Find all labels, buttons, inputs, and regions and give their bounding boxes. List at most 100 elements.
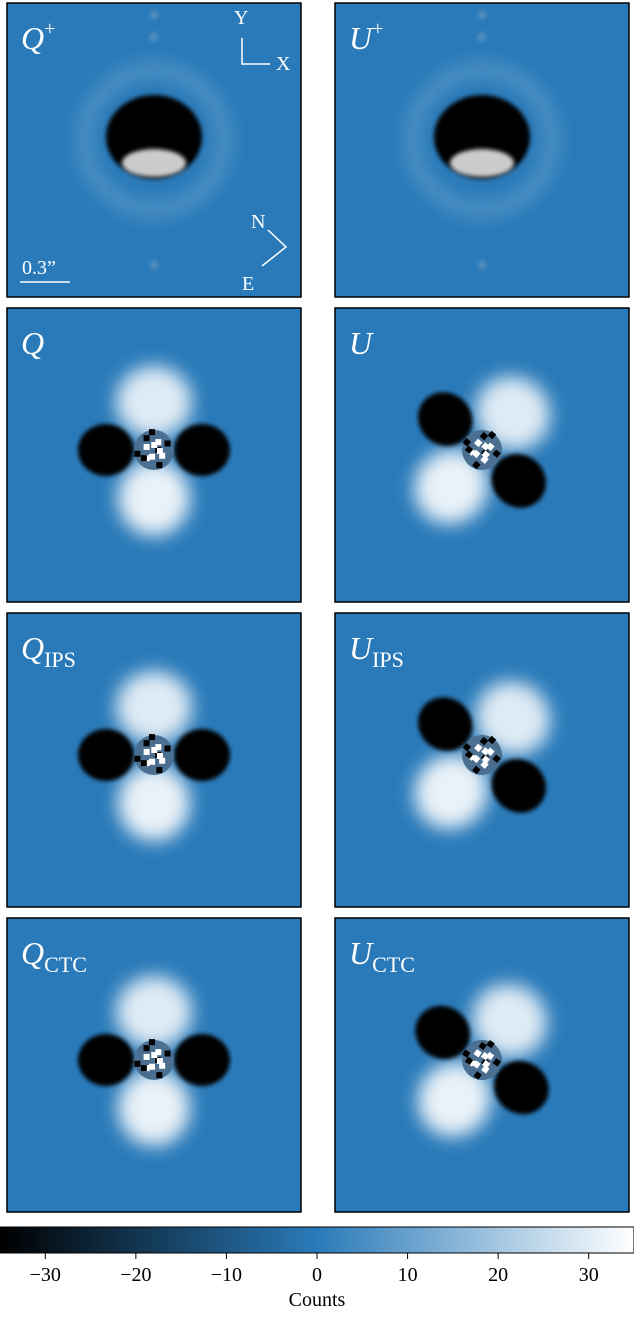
lobe-dark — [78, 424, 134, 476]
pixel — [481, 747, 490, 756]
panel-image — [414, 376, 551, 524]
pixel — [481, 442, 490, 451]
pixel — [151, 1052, 158, 1059]
pixel — [492, 449, 501, 458]
pixel — [486, 747, 495, 756]
panel — [335, 613, 629, 907]
pixel — [143, 1045, 150, 1052]
panel-image — [78, 976, 230, 1146]
e-label: E — [242, 273, 254, 295]
panel-frame — [6, 2, 302, 298]
lobe-light — [475, 681, 551, 756]
lobe-light — [118, 765, 190, 841]
lobe-dark — [493, 1060, 549, 1115]
pixel — [462, 438, 472, 447]
center — [462, 1040, 502, 1080]
pixel — [149, 1063, 156, 1070]
pixel — [164, 745, 171, 752]
panel-frame — [334, 2, 630, 298]
pixel — [487, 430, 497, 440]
panel-symbol: U — [349, 630, 374, 666]
panel-label: U+ — [349, 18, 383, 56]
lobe-light — [417, 1061, 492, 1137]
panel — [335, 3, 629, 297]
pixel — [143, 740, 150, 747]
n-label: N — [251, 211, 265, 233]
colorbar-tick-label: −30 — [30, 1264, 61, 1286]
panel-symbol: Q — [21, 20, 44, 56]
center — [134, 735, 174, 775]
pixel — [156, 767, 163, 774]
panel-label: UIPS — [349, 630, 404, 672]
pixel — [156, 1057, 163, 1064]
pixel — [481, 755, 491, 764]
panel-sub: CTC — [44, 952, 87, 977]
pixel — [148, 734, 155, 741]
spot — [478, 33, 486, 41]
pixel — [140, 1065, 147, 1072]
panel-image — [79, 11, 229, 269]
lobe-light — [475, 376, 551, 451]
pixel — [478, 1041, 487, 1051]
rotated — [415, 984, 549, 1137]
panel-sub: IPS — [44, 647, 76, 672]
pixel — [156, 462, 163, 469]
center — [134, 430, 174, 470]
pixel — [149, 758, 156, 765]
panel-label: QCTC — [21, 935, 87, 977]
panel-label: QIPS — [21, 630, 76, 672]
panel-label: Q — [21, 325, 44, 361]
pixel — [472, 460, 481, 470]
panel-sup: + — [44, 18, 55, 40]
lobe-dark — [491, 454, 546, 508]
panel-frame — [334, 917, 630, 1213]
lobe-light — [116, 671, 192, 743]
spot — [150, 33, 158, 41]
core-light — [450, 149, 514, 177]
colorbar-tick-label: −10 — [211, 1264, 242, 1286]
pixel — [492, 1058, 501, 1067]
y-label: Y — [234, 7, 248, 29]
pixel — [140, 760, 147, 767]
scale-label: 0.3” — [22, 257, 56, 279]
pixel — [143, 443, 150, 450]
halo — [79, 65, 229, 215]
pixel — [464, 1056, 474, 1066]
lobe-light — [118, 460, 190, 536]
lobe-light — [414, 754, 488, 829]
lobe-dark — [491, 759, 546, 813]
panel-symbol: Q — [21, 935, 44, 971]
panel-symbol: U — [349, 935, 374, 971]
pixel — [155, 1049, 162, 1056]
pixel — [479, 431, 489, 441]
panel — [7, 613, 301, 907]
annotations: Y X N E 0.3” — [20, 7, 291, 295]
pixel — [471, 449, 481, 459]
pixel — [134, 450, 141, 457]
lobe-dark — [174, 1034, 230, 1086]
pixel — [473, 1071, 482, 1080]
pixel — [156, 1072, 163, 1079]
pixel — [164, 1050, 171, 1057]
pixel — [472, 765, 481, 775]
colorbar-tick-label: −20 — [120, 1264, 151, 1286]
pixel — [151, 747, 158, 754]
pixel — [164, 440, 171, 447]
pixel — [143, 748, 150, 755]
spot — [478, 11, 486, 19]
spot — [150, 11, 158, 19]
lobe-dark — [174, 424, 230, 476]
spot — [150, 261, 158, 269]
panel-frame — [6, 917, 302, 1213]
pixel — [472, 1060, 481, 1069]
pixel — [149, 453, 156, 460]
lobe-dark — [174, 729, 230, 781]
axes-arrow — [241, 38, 270, 65]
panel-image — [414, 681, 551, 829]
panel — [7, 3, 301, 297]
spot — [478, 261, 486, 269]
pixel — [156, 752, 163, 759]
pixel — [143, 1053, 150, 1060]
lobe-dark — [415, 1005, 471, 1060]
lobe-light — [116, 366, 192, 438]
